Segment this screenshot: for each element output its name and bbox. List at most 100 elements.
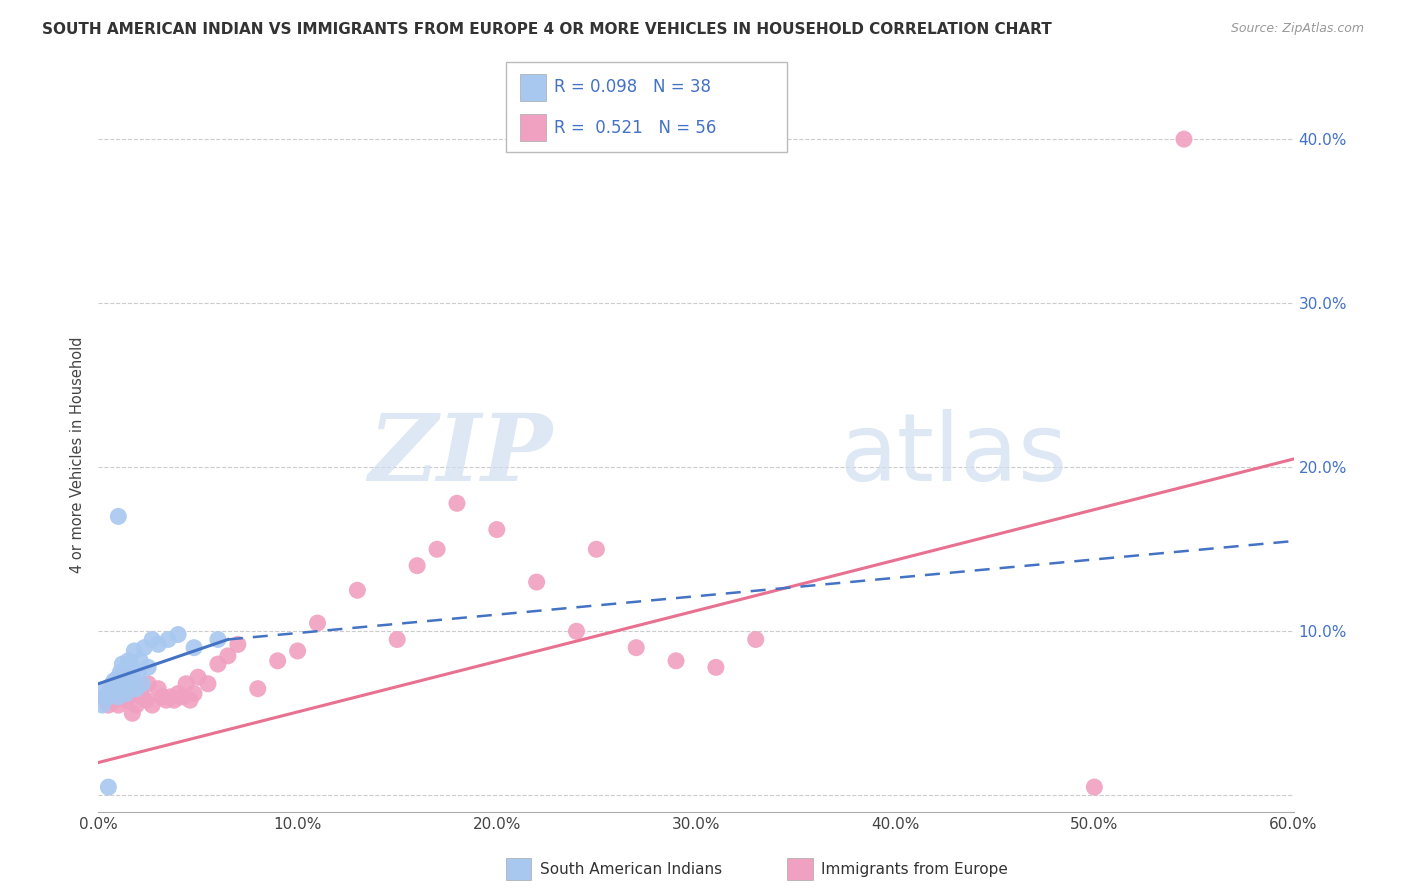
Point: [665, 654, 688, 668]
Point: [105, 673, 128, 688]
Point: [207, 632, 229, 647]
Point: [107, 509, 129, 524]
Point: [626, 640, 648, 655]
Point: [148, 681, 170, 696]
Point: [96, 681, 118, 696]
Text: Source: ZipAtlas.com: Source: ZipAtlas.com: [1230, 22, 1364, 36]
Point: [101, 681, 124, 696]
Point: [127, 681, 149, 696]
Point: [120, 687, 142, 701]
Point: [135, 693, 157, 707]
Point: [103, 681, 125, 696]
Y-axis label: 4 or more Vehicles in Household: 4 or more Vehicles in Household: [70, 336, 86, 574]
Point: [121, 706, 143, 721]
Point: [207, 657, 229, 671]
Point: [526, 575, 548, 590]
Point: [426, 542, 449, 557]
Point: [267, 654, 290, 668]
Point: [446, 496, 468, 510]
Point: [105, 677, 128, 691]
Point: [124, 644, 146, 658]
Point: [110, 665, 132, 680]
Point: [125, 681, 148, 696]
Point: [150, 690, 173, 704]
Point: [129, 654, 152, 668]
Point: [120, 681, 142, 696]
Point: [136, 677, 159, 691]
Point: [174, 677, 197, 691]
Point: [136, 660, 159, 674]
Point: [346, 583, 368, 598]
Point: [107, 690, 129, 704]
Point: [131, 690, 153, 704]
Point: [115, 687, 138, 701]
Point: [246, 681, 269, 696]
Point: [134, 640, 156, 655]
Point: [117, 673, 139, 688]
Point: [112, 665, 135, 680]
Point: [745, 632, 768, 647]
Point: [101, 677, 124, 691]
Point: [406, 558, 429, 573]
Point: [127, 665, 149, 680]
Text: Immigrants from Europe: Immigrants from Europe: [821, 863, 1008, 877]
Point: [226, 637, 249, 651]
Point: [112, 677, 135, 691]
Point: [148, 637, 170, 651]
Point: [117, 654, 139, 668]
Point: [163, 693, 186, 707]
Point: [217, 648, 239, 663]
Text: atlas: atlas: [839, 409, 1067, 501]
Point: [93, 690, 115, 704]
Point: [115, 693, 138, 707]
Point: [141, 632, 163, 647]
Point: [107, 698, 129, 712]
Point: [157, 632, 180, 647]
Point: [97, 780, 120, 794]
Point: [131, 677, 153, 691]
Point: [585, 542, 607, 557]
Point: [124, 673, 146, 688]
Point: [100, 681, 122, 696]
Point: [120, 657, 142, 671]
Point: [107, 670, 129, 684]
Point: [111, 657, 134, 671]
Point: [110, 681, 132, 696]
Point: [565, 624, 588, 639]
Point: [183, 687, 205, 701]
Point: [96, 693, 118, 707]
Point: [97, 690, 120, 704]
Point: [100, 687, 122, 701]
Point: [111, 690, 134, 704]
Point: [167, 687, 190, 701]
Point: [91, 698, 114, 712]
Point: [111, 677, 134, 691]
Point: [1173, 132, 1195, 146]
Point: [287, 644, 309, 658]
Point: [155, 693, 177, 707]
Point: [187, 670, 209, 684]
Text: R = 0.098   N = 38: R = 0.098 N = 38: [554, 78, 711, 95]
Point: [485, 523, 508, 537]
Point: [172, 690, 194, 704]
Point: [117, 670, 139, 684]
Text: ZIP: ZIP: [368, 410, 553, 500]
Point: [112, 681, 135, 696]
Point: [121, 665, 143, 680]
Point: [159, 690, 181, 704]
Point: [141, 698, 163, 712]
Point: [197, 677, 219, 691]
Text: SOUTH AMERICAN INDIAN VS IMMIGRANTS FROM EUROPE 4 OR MORE VEHICLES IN HOUSEHOLD : SOUTH AMERICAN INDIAN VS IMMIGRANTS FROM…: [42, 22, 1052, 37]
Text: South American Indians: South American Indians: [540, 863, 723, 877]
Point: [97, 698, 120, 712]
Point: [103, 693, 125, 707]
Point: [1083, 780, 1105, 794]
Point: [704, 660, 727, 674]
Point: [124, 677, 146, 691]
Point: [385, 632, 409, 647]
Point: [179, 693, 201, 707]
Point: [103, 673, 125, 688]
Point: [125, 698, 148, 712]
Text: R =  0.521   N = 56: R = 0.521 N = 56: [554, 119, 716, 136]
Point: [183, 640, 205, 655]
